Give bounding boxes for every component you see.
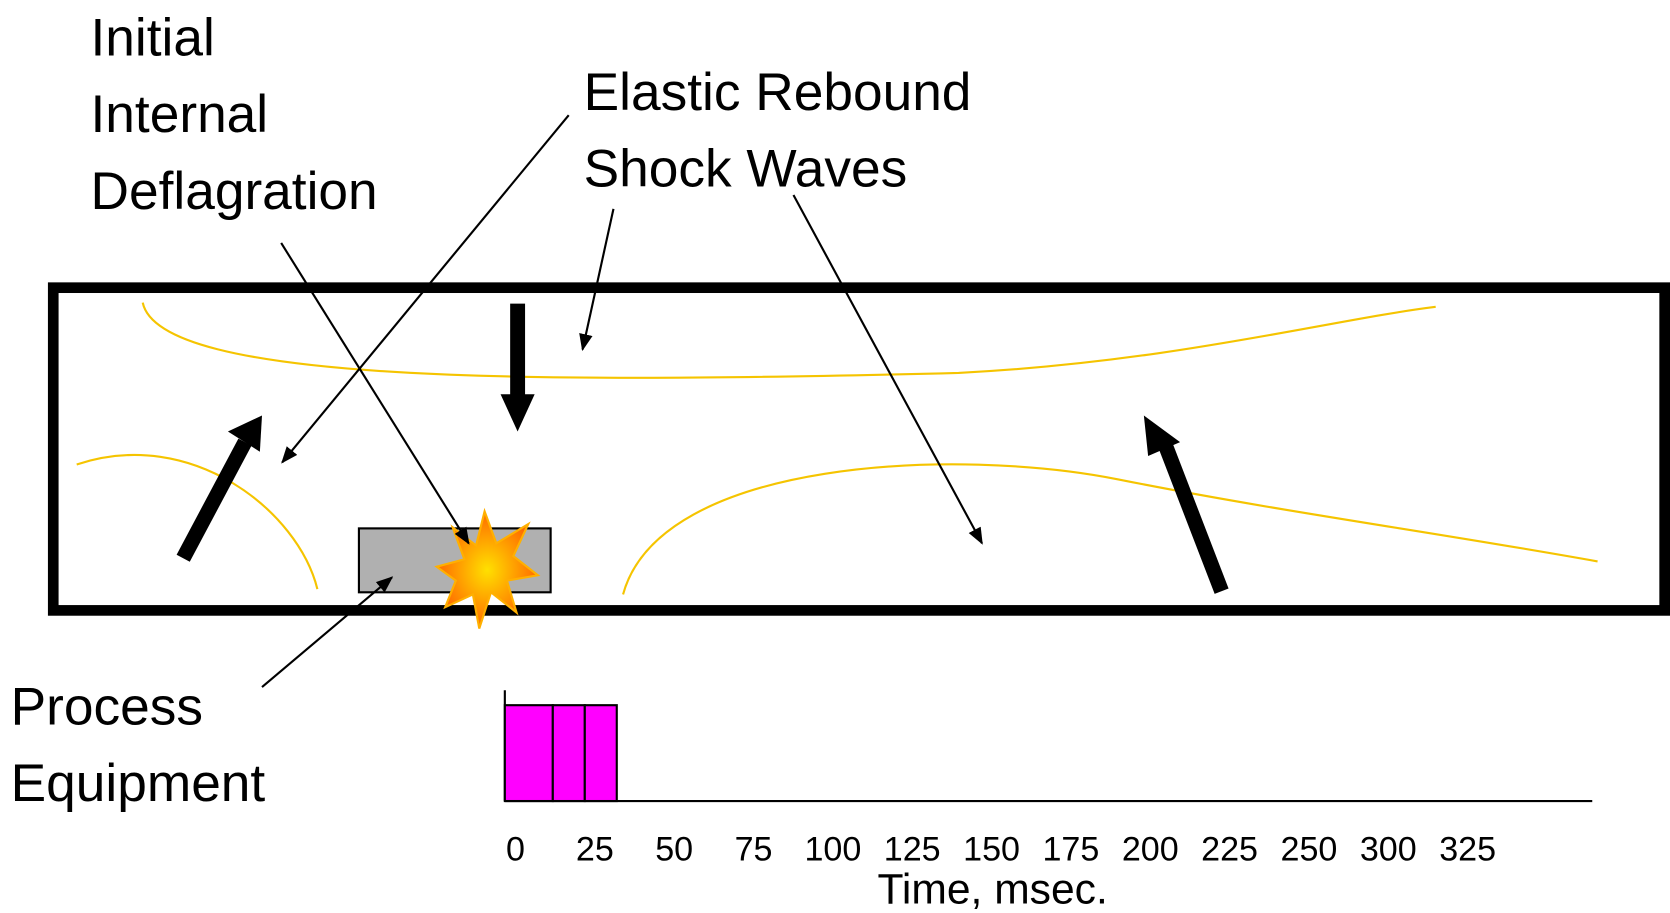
x-tick-label: 300 bbox=[1360, 831, 1417, 869]
shock-waves bbox=[77, 303, 1598, 595]
x-tick-label: 25 bbox=[576, 831, 614, 869]
label-text: Deflagration bbox=[91, 162, 378, 221]
timeline: 0 25 50 75 100 125 150 175 200 225 250 300 325 Time, … bbox=[505, 690, 1592, 913]
diagram: Initial Internal Deflagration Elastic Rebou… bbox=[0, 0, 1670, 913]
x-tick-label: 75 bbox=[735, 831, 773, 869]
x-tick-label: 200 bbox=[1122, 831, 1179, 869]
labels: Initial Internal Deflagration Elastic Rebou… bbox=[11, 9, 972, 814]
label-text: Equipment bbox=[11, 754, 266, 813]
x-tick-label: 100 bbox=[804, 831, 861, 869]
x-tick-label: 225 bbox=[1201, 831, 1258, 869]
label-text: Elastic Rebound bbox=[584, 63, 972, 122]
label-text: Shock Waves bbox=[584, 140, 908, 199]
time-bar bbox=[585, 705, 617, 801]
x-tick-label: 150 bbox=[963, 831, 1020, 869]
x-tick-label: 0 bbox=[506, 831, 525, 869]
x-tick-label: 50 bbox=[655, 831, 693, 869]
x-axis-label: Time, msec. bbox=[877, 865, 1107, 913]
label-text: Internal bbox=[91, 85, 269, 144]
time-bar bbox=[553, 705, 585, 801]
label-text: Initial bbox=[91, 9, 215, 68]
pressure-arrows bbox=[183, 304, 1221, 592]
x-tick-label: 250 bbox=[1281, 831, 1338, 869]
x-tick-label: 175 bbox=[1042, 831, 1099, 869]
x-tick-label: 325 bbox=[1439, 831, 1496, 869]
enclosure bbox=[53, 288, 1664, 611]
time-bar bbox=[505, 705, 553, 801]
x-tick-label: 125 bbox=[884, 831, 941, 869]
label-text: Process bbox=[11, 677, 203, 736]
